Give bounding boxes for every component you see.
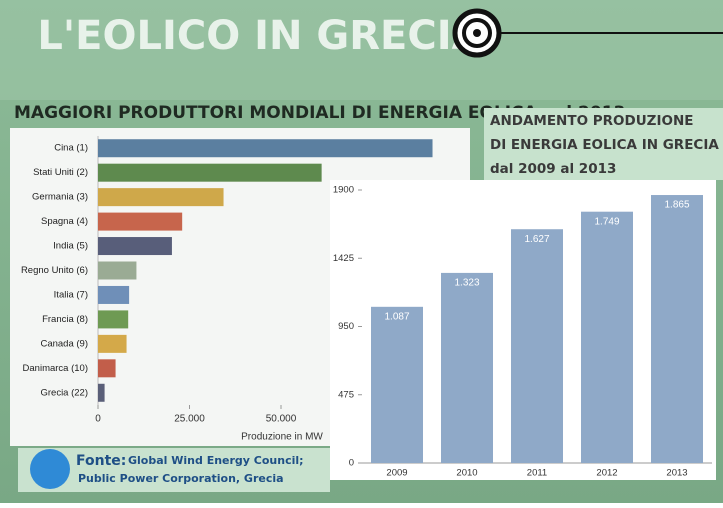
x-tick-label: 50.000 (266, 414, 297, 425)
x-tick-label: 25.000 (174, 414, 205, 425)
y-tick-label: Spagna (4) (41, 216, 88, 227)
x-tick-label: 2010 (456, 468, 477, 479)
value-label: 1.865 (664, 200, 689, 211)
x-tick-label: 0 (95, 414, 101, 425)
value-label: 1.627 (524, 234, 549, 245)
y-tick-label: Germania (3) (32, 192, 88, 203)
bar (98, 139, 433, 158)
y-tick-label: 475 (338, 389, 354, 400)
bar (371, 306, 423, 463)
chart-title: DI ENERGIA EOLICA IN GRECIA (490, 137, 719, 153)
value-label: 1.323 (454, 278, 479, 289)
bar (98, 188, 224, 207)
bar (98, 334, 127, 353)
bar (98, 163, 322, 182)
bar (98, 383, 105, 402)
y-tick-label: Regno Unito (6) (21, 265, 88, 276)
y-tick-label: Francia (8) (42, 314, 88, 325)
y-tick-label: 1900 (333, 185, 354, 196)
bar (98, 261, 137, 280)
y-tick-label: 950 (338, 321, 354, 332)
bar (98, 237, 172, 256)
value-label: 1.087 (384, 311, 409, 322)
chart-title: ANDAMENTO PRODUZIONE (490, 113, 693, 129)
y-tick-label: Canada (9) (40, 338, 88, 349)
header-band (0, 0, 723, 100)
x-tick-label: 2013 (666, 468, 687, 479)
bar (98, 212, 183, 231)
x-tick-label: 2012 (596, 468, 617, 479)
y-tick-label: 1425 (333, 253, 354, 264)
x-axis-title: Produzione in MW (241, 432, 323, 443)
bar (511, 229, 563, 463)
source-box (18, 448, 330, 492)
y-tick-label: India (5) (53, 241, 88, 252)
bar (651, 195, 703, 464)
chart-title: MAGGIORI PRODUTTORI MONDIALI DI ENERGIA … (14, 103, 625, 123)
chart-title: dal 2009 al 2013 (490, 161, 616, 177)
value-label: 1.749 (594, 216, 619, 227)
y-tick-label: 0 (349, 458, 354, 469)
x-tick-label: 2009 (386, 468, 407, 479)
bar (581, 211, 633, 463)
right-title-band (484, 108, 723, 180)
page-title: L'EOLICO IN GRECIA (37, 13, 482, 59)
source-icon (30, 449, 70, 489)
y-tick-label: Danimarca (10) (23, 363, 88, 374)
y-tick-label: Italia (7) (54, 289, 88, 300)
bar (98, 310, 129, 329)
y-tick-label: Stati Uniti (2) (33, 167, 88, 178)
source-text: Global Wind Energy Council; (128, 454, 304, 467)
bar (98, 359, 116, 378)
bar (441, 272, 493, 463)
x-tick-label: 2011 (527, 468, 547, 479)
target-icon (473, 29, 481, 37)
bar (98, 285, 130, 304)
y-tick-label: Cina (1) (54, 143, 88, 154)
y-tick-label: Grecia (22) (40, 387, 88, 398)
source-label: Fonte: (76, 453, 126, 469)
source-text: Public Power Corporation, Grecia (78, 472, 284, 485)
